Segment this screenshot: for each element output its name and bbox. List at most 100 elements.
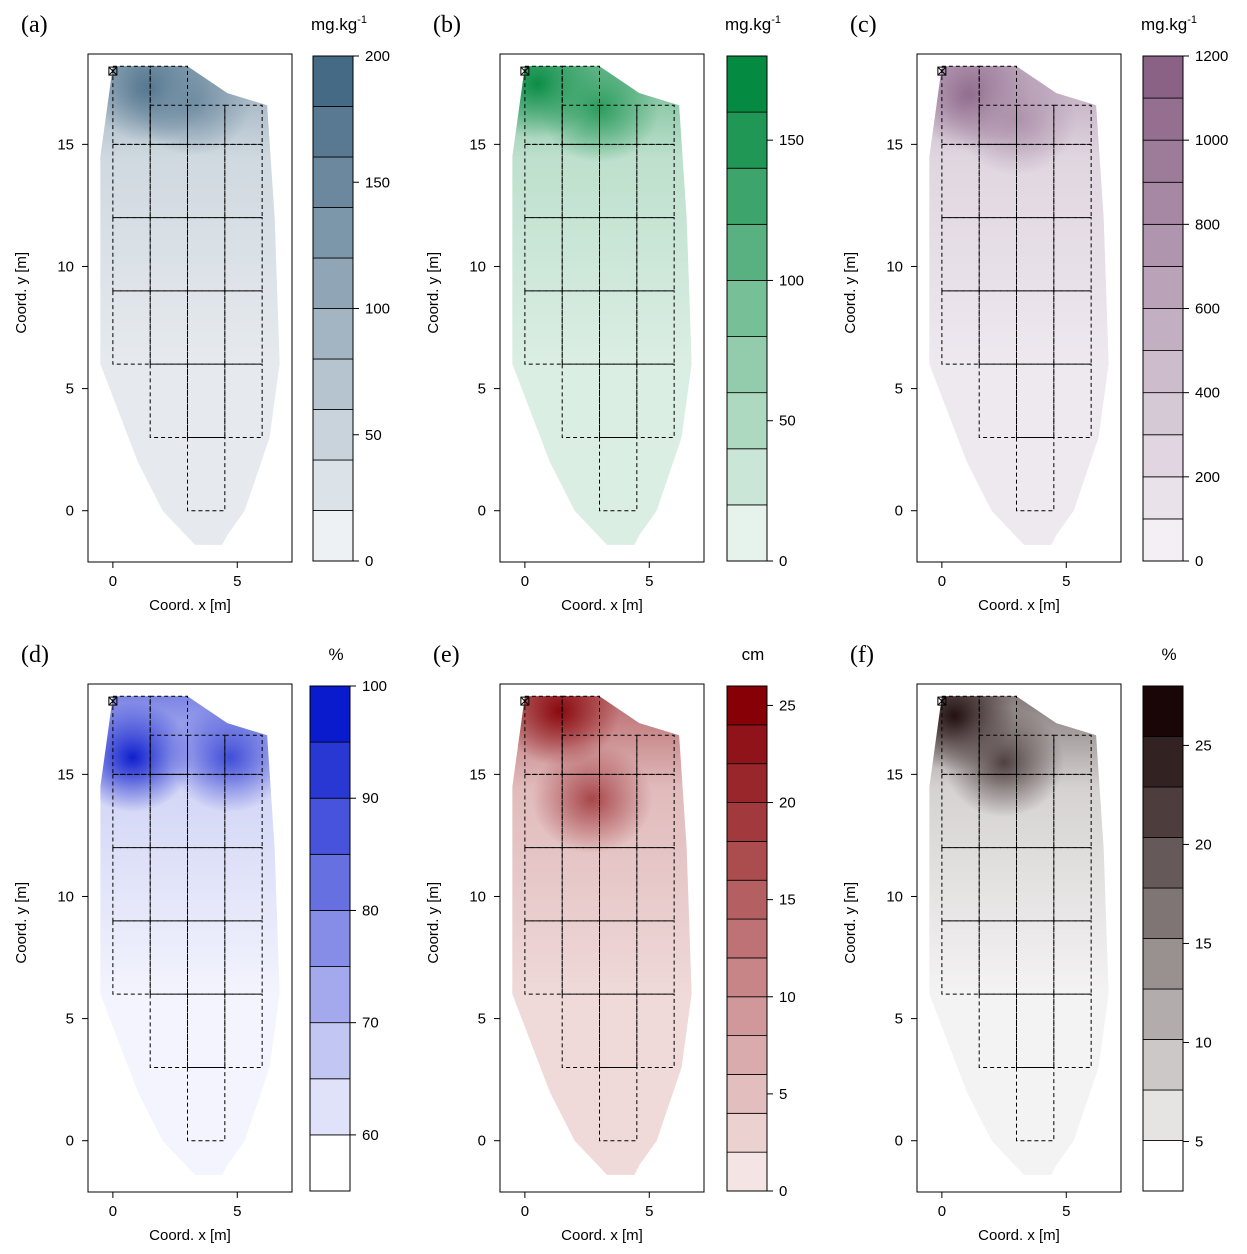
colorbar-segment [1142, 266, 1184, 309]
colorbar-segment [1142, 1089, 1184, 1141]
grid-cell [636, 290, 675, 365]
y-tick-label: 0 [895, 503, 903, 520]
colorbar-segment [726, 504, 768, 562]
panel-label: (b) [433, 12, 461, 38]
reference-marker-icon [937, 66, 947, 76]
x-axis-label: Coord. x [m] [978, 597, 1060, 614]
grid-cell [1053, 290, 1092, 365]
colorbar-tick-label: 1200 [1195, 48, 1228, 65]
unit-label: mg.kg-1 [725, 14, 781, 34]
x-axis-label: Coord. x [m] [561, 597, 643, 614]
colorbar-tick-label: 80 [362, 902, 379, 919]
colorbar-segment [1142, 938, 1184, 990]
colorbar-segment [309, 741, 351, 799]
x-tick-label: 5 [233, 573, 241, 590]
x-tick-label: 5 [645, 1203, 653, 1220]
grid-cell [636, 773, 675, 849]
grid-cell [224, 143, 263, 219]
grid-cell [1053, 217, 1092, 292]
colorbar-segment [726, 840, 768, 881]
y-tick-label: 15 [886, 766, 903, 783]
colorbar-segment [312, 207, 354, 259]
colorbar-segment [309, 910, 351, 967]
hotspot [512, 696, 620, 766]
panel-label: (c) [850, 12, 877, 38]
y-tick-label: 0 [66, 1133, 74, 1150]
grid-cell [599, 1066, 638, 1142]
y-tick-label: 5 [895, 381, 903, 398]
x-axis-label: Coord. x [m] [561, 1227, 643, 1244]
colorbar-tick-label: 25 [779, 697, 796, 714]
grid-cell [224, 773, 263, 849]
grid-cell [1053, 734, 1092, 775]
colorbar-segment [1142, 434, 1184, 478]
colorbar-segment [1142, 476, 1184, 520]
colorbar-segment [1142, 887, 1184, 939]
y-axis-label: Coord. y [m] [425, 882, 442, 964]
y-axis-label: Coord. y [m] [425, 252, 442, 334]
colorbar: 0 50 100 150 200 [312, 48, 390, 570]
grid-cell [636, 847, 675, 922]
colorbar-tick-label: 0 [365, 553, 373, 570]
grid-cell [224, 734, 263, 775]
colorbar-tick-label: 50 [365, 427, 382, 444]
y-tick-label: 15 [57, 766, 74, 783]
x-axis-label: Coord. x [m] [149, 1227, 231, 1244]
y-tick-label: 0 [478, 503, 486, 520]
colorbar-segment [312, 55, 354, 107]
colorbar-segment [726, 802, 768, 842]
unit-label: cm [742, 645, 765, 664]
colorbar: 0 50 100 150 [726, 55, 804, 570]
grid-cell [941, 65, 980, 145]
reference-marker-cross [937, 66, 947, 76]
grid-cell [224, 993, 263, 1068]
colorbar: 5 10 15 20 25 [1142, 685, 1212, 1192]
colorbar-segment [726, 1074, 768, 1114]
grid-cell [636, 920, 675, 995]
colorbar-tick-label: 25 [1195, 737, 1212, 754]
sampling-grid [941, 695, 1092, 1142]
grid-cell [636, 217, 675, 292]
colorbar-segment [726, 448, 768, 506]
colorbar-tick-label: 90 [362, 790, 379, 807]
colorbar-segment [726, 392, 768, 450]
grid-cell [1053, 773, 1092, 849]
x-axis-label: Coord. x [m] [149, 597, 231, 614]
y-tick-label: 5 [895, 1011, 903, 1028]
panel-label: (f) [850, 642, 874, 668]
colorbar-frame [726, 685, 768, 1192]
grid-cell [224, 920, 263, 995]
colorbar-segment [1142, 392, 1184, 436]
y-tick-label: 0 [478, 1133, 486, 1150]
colorbar-tick-label: 100 [362, 678, 387, 695]
field-surface [929, 66, 1109, 545]
colorbar-frame [726, 55, 768, 562]
colorbar-tick-label: 150 [365, 174, 390, 191]
colorbar-segment [309, 1078, 351, 1136]
colorbar-segment [1142, 308, 1184, 351]
y-tick-label: 5 [66, 1011, 74, 1028]
colorbar: 0 5 10 15 20 25 [726, 685, 796, 1200]
colorbar-segment [1142, 837, 1184, 889]
y-tick-label: 15 [469, 136, 486, 153]
colorbar-frame [1142, 685, 1184, 1192]
grid-cell [636, 363, 675, 438]
grid-cell [1053, 920, 1092, 995]
grid-cell [1016, 436, 1055, 512]
reference-marker-cross [108, 66, 118, 76]
colorbar-tick-label: 100 [365, 301, 390, 318]
colorbar: 0 200 400 600 800 1000 1200 [1142, 48, 1228, 570]
colorbar-segment [726, 1151, 768, 1192]
colorbar-tick-label: 20 [779, 795, 796, 812]
colorbar-tick-label: 60 [362, 1127, 379, 1144]
colorbar-tick-label: 5 [1195, 1133, 1203, 1150]
x-tick-label: 0 [521, 1203, 529, 1220]
x-tick-label: 5 [1062, 573, 1070, 590]
grid-cell [1053, 993, 1092, 1068]
grid-cell [1053, 847, 1092, 922]
colorbar-segment [312, 409, 354, 461]
y-tick-label: 0 [66, 503, 74, 520]
y-tick-label: 10 [57, 888, 74, 905]
